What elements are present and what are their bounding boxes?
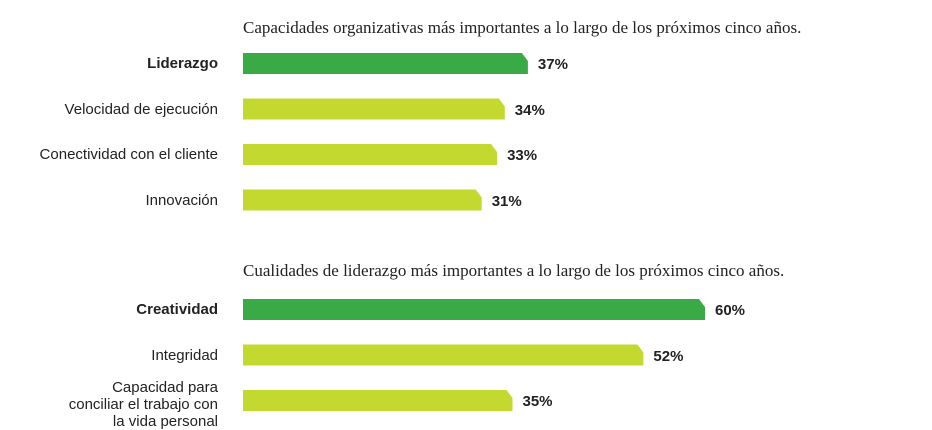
bar [243,98,505,120]
category-label: Capacidad para conciliar el trabajo con … [68,379,218,430]
bar [243,144,498,165]
value-label: 31% [491,192,522,210]
bar [243,344,644,366]
category-label: Innovación [145,191,218,209]
bar [243,390,513,411]
bar [243,299,705,320]
value-label: 60% [715,302,746,319]
chart-title: Capacidades organizativas más importante… [243,18,802,37]
bar [243,189,482,211]
value-label: 33% [507,147,538,164]
category-label: Liderazgo [147,55,218,72]
category-label: Conectividad con el cliente [39,146,218,163]
chart-title: Cualidades de liderazgo más importantes … [243,261,785,280]
value-label: 52% [653,347,684,365]
category-label: Integridad [151,346,218,364]
value-label: 34% [514,101,545,119]
value-label: 37% [537,56,568,73]
value-label: 35% [522,393,553,410]
category-label: Velocidad de ejecución [64,100,218,118]
category-label: Creatividad [136,301,218,318]
bar [243,53,528,74]
